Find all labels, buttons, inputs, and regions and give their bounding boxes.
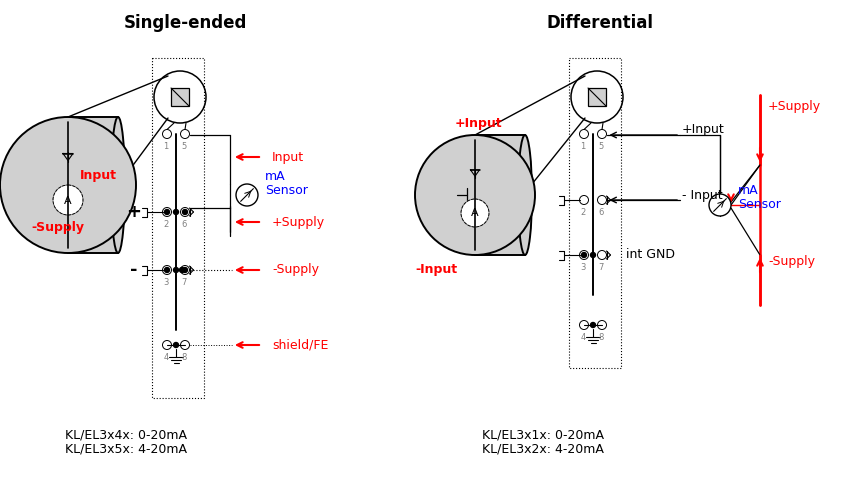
Circle shape [163,340,172,349]
Circle shape [173,209,179,215]
Text: 5: 5 [181,142,187,151]
Text: 6: 6 [599,208,604,217]
Text: 8: 8 [181,353,187,362]
Text: +Input: +Input [682,123,725,137]
Circle shape [163,207,172,217]
Circle shape [53,185,83,215]
Circle shape [180,265,189,274]
Text: +: + [126,203,141,221]
Text: 7: 7 [181,278,187,287]
Circle shape [582,252,587,258]
Text: 1: 1 [580,142,586,151]
Text: 7: 7 [599,263,604,272]
Text: 2: 2 [580,208,586,217]
Text: Sensor: Sensor [738,198,781,211]
Circle shape [163,265,172,274]
Circle shape [579,321,589,329]
Text: Input: Input [80,169,117,182]
Text: -: - [131,261,138,279]
Circle shape [415,135,535,255]
Text: 8: 8 [599,333,604,342]
Text: -Supply: -Supply [31,220,84,233]
Text: -Supply: -Supply [272,263,319,276]
Circle shape [579,250,589,260]
Circle shape [709,194,731,216]
Text: 3: 3 [580,263,586,272]
Text: int GND: int GND [626,249,675,261]
Circle shape [183,209,188,215]
Circle shape [590,252,595,258]
Circle shape [180,130,189,139]
Text: -Input: -Input [415,263,457,276]
Circle shape [598,196,606,205]
Text: 4: 4 [580,333,586,342]
Circle shape [180,340,189,349]
Circle shape [598,250,606,260]
Text: +Input: +Input [455,117,503,130]
Text: 2: 2 [163,220,168,229]
Ellipse shape [518,135,532,255]
Polygon shape [171,88,189,106]
Text: 5: 5 [599,142,604,151]
Text: A: A [64,196,72,206]
Text: Input: Input [272,151,304,163]
Circle shape [579,130,589,139]
Circle shape [236,184,258,206]
Circle shape [461,199,489,227]
Text: KL/EL3x4x: 0-20mA: KL/EL3x4x: 0-20mA [65,428,187,441]
Text: +Supply: +Supply [272,216,325,228]
Text: Single-ended: Single-ended [123,14,247,32]
Polygon shape [588,88,606,106]
Text: mA: mA [265,171,285,184]
Circle shape [0,117,136,253]
Text: Differential: Differential [546,14,653,32]
Circle shape [183,268,188,272]
Text: shield/FE: shield/FE [272,338,328,351]
Text: mA: mA [738,184,759,196]
Text: -Supply: -Supply [768,255,815,268]
Polygon shape [68,117,118,253]
Text: KL/EL3x5x: 4-20mA: KL/EL3x5x: 4-20mA [65,443,187,456]
Text: +Supply: +Supply [768,100,821,113]
Circle shape [179,268,184,272]
Text: A: A [472,208,479,218]
Circle shape [590,323,595,327]
Ellipse shape [111,117,125,253]
Text: 1: 1 [163,142,168,151]
Circle shape [163,130,172,139]
Circle shape [598,321,606,329]
Polygon shape [475,135,525,255]
Circle shape [164,268,169,272]
Text: - Input: - Input [682,189,722,203]
Text: KL/EL3x1x: 0-20mA: KL/EL3x1x: 0-20mA [482,428,604,441]
Circle shape [164,209,169,215]
Text: 4: 4 [163,353,168,362]
Circle shape [579,196,589,205]
Text: 6: 6 [181,220,187,229]
Text: KL/EL3x2x: 4-20mA: KL/EL3x2x: 4-20mA [482,443,604,456]
Text: 3: 3 [163,278,168,287]
Circle shape [173,268,179,272]
Circle shape [180,207,189,217]
Circle shape [598,130,606,139]
Circle shape [173,343,179,348]
Text: Sensor: Sensor [265,184,308,196]
